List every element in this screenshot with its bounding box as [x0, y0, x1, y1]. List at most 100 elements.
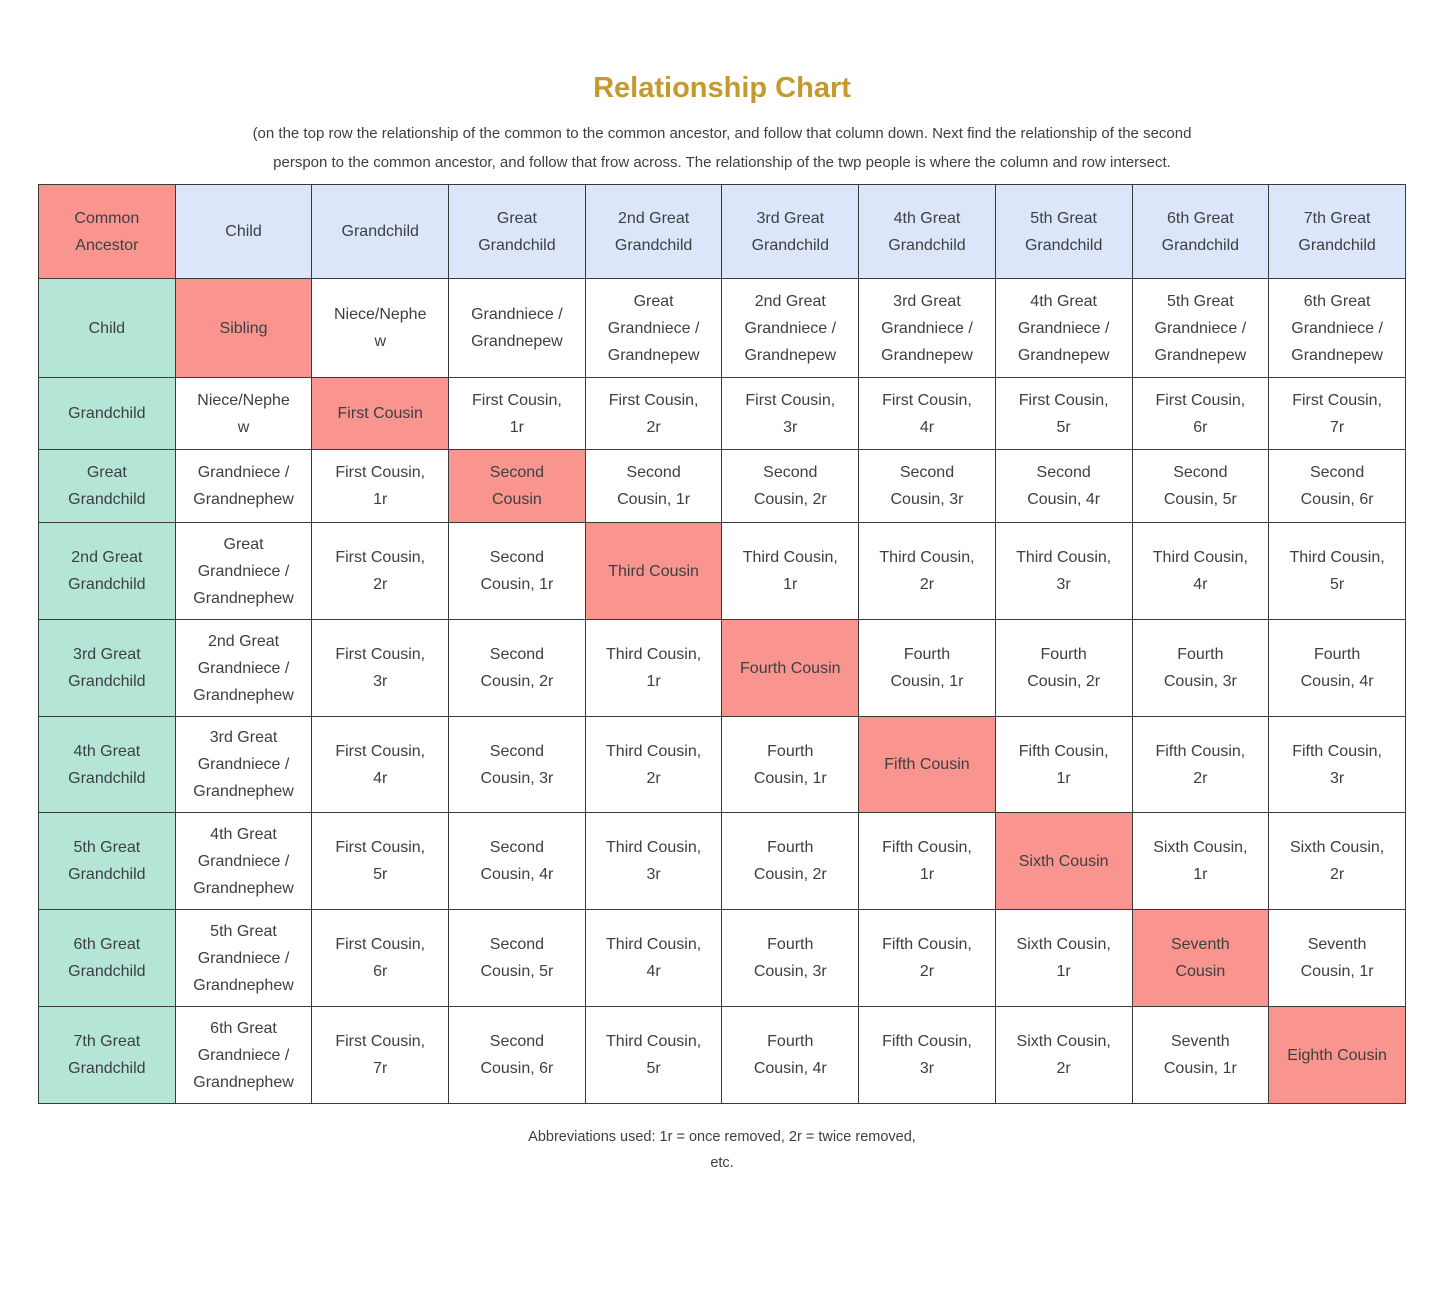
- relationship-cell: Third Cousin, 3r: [584, 812, 723, 910]
- relationship-cell: Fourth Cousin, 1r: [858, 619, 996, 717]
- relationship-cell: Sixth Cousin, 2r: [1268, 812, 1406, 910]
- subtitle: (on the top row the relationship of the …: [252, 125, 1192, 171]
- relationship-cell: Second Cousin, 5r: [1131, 449, 1270, 523]
- column-header-cell: Great Grandchild: [448, 184, 586, 279]
- footer-line-2: etc.: [710, 1155, 734, 1171]
- relationship-cell: Grandniece / Grandnephew: [174, 449, 313, 523]
- relationship-cell: Third Cousin, 3r: [994, 522, 1133, 620]
- relationship-cell: First Cousin, 7r: [311, 1006, 450, 1104]
- relationship-cell: Sixth Cousin, 2r: [994, 1006, 1133, 1104]
- relationship-cell: Third Cousin, 4r: [584, 909, 723, 1007]
- relationship-cell: Fifth Cousin, 3r: [1268, 716, 1406, 813]
- relationship-cell: Sixth Cousin, 1r: [994, 909, 1133, 1007]
- relationship-cell: Second Cousin, 3r: [448, 716, 586, 813]
- relationship-cell: 5th Great Grandniece / Grandnepew: [1131, 278, 1270, 378]
- row-header-cell: 4th Great Grandchild: [38, 716, 176, 813]
- relationship-cell: Seventh Cousin, 1r: [1131, 1006, 1270, 1104]
- relationship-cell: Niece/Nephew: [174, 377, 313, 450]
- relationship-cell: Third Cousin, 1r: [584, 619, 723, 717]
- relationship-cell: 3rd Great Grandniece / Grandnephew: [174, 716, 313, 813]
- row-header-cell: Grandchild: [38, 377, 176, 450]
- self-relationship-cell: Fifth Cousin: [858, 716, 996, 813]
- relationship-cell: First Cousin, 6r: [311, 909, 450, 1007]
- relationship-cell: Second Cousin, 4r: [448, 812, 586, 910]
- corner-header-cell: Common Ancestor: [38, 184, 176, 279]
- self-relationship-cell: Eighth Cousin: [1268, 1006, 1406, 1104]
- relationship-cell: Second Cousin, 6r: [1268, 449, 1406, 523]
- column-header-cell: 4th Great Grandchild: [858, 184, 996, 279]
- column-header-cell: 7th Great Grandchild: [1268, 184, 1406, 279]
- relationship-cell: Fifth Cousin, 1r: [858, 812, 996, 910]
- column-header-cell: 5th Great Grandchild: [994, 184, 1133, 279]
- relationship-cell: Fifth Cousin, 2r: [858, 909, 996, 1007]
- relationship-cell: First Cousin, 5r: [994, 377, 1133, 450]
- relationship-cell: Second Cousin, 2r: [448, 619, 586, 717]
- relationship-cell: Second Cousin, 1r: [448, 522, 586, 620]
- relationship-cell: First Cousin, 5r: [311, 812, 450, 910]
- relationship-cell: Second Cousin, 5r: [448, 909, 586, 1007]
- column-header-cell: Child: [174, 184, 313, 279]
- relationship-cell: 6th Great Grandniece / Grandnephew: [174, 1006, 313, 1104]
- relationship-cell: 2nd Great Grandniece / Grandnephew: [174, 619, 313, 717]
- row-header-cell: 5th Great Grandchild: [38, 812, 176, 910]
- relationship-cell: Second Cousin, 6r: [448, 1006, 586, 1104]
- relationship-cell: Third Cousin, 2r: [858, 522, 996, 620]
- relationship-cell: Fifth Cousin, 2r: [1131, 716, 1270, 813]
- column-header-cell: 2nd Great Grandchild: [584, 184, 723, 279]
- column-header-cell: 6th Great Grandchild: [1131, 184, 1270, 279]
- relationship-table: Common Ancestor Child Grandchild Great Gran…: [38, 184, 1406, 1104]
- relationship-cell: Fourth Cousin, 4r: [721, 1006, 860, 1104]
- row-header-cell: 2nd Great Grandchild: [38, 522, 176, 620]
- row-header-cell: Child: [38, 278, 176, 378]
- relationship-cell: Fourth Cousin, 1r: [721, 716, 860, 813]
- self-relationship-cell: Seventh Cousin: [1131, 909, 1270, 1007]
- page-title: Relationship Chart: [593, 72, 851, 104]
- column-header-cell: Grandchild: [311, 184, 450, 279]
- relationship-cell: Third Cousin, 5r: [1268, 522, 1406, 620]
- relationship-cell: 4th Great Grandniece / Grandnepew: [994, 278, 1133, 378]
- self-relationship-cell: First Cousin: [311, 377, 450, 450]
- row-header-cell: Great Grandchild: [38, 449, 176, 523]
- self-relationship-cell: Fourth Cousin: [721, 619, 860, 717]
- relationship-cell: First Cousin, 3r: [311, 619, 450, 717]
- relationship-cell: 5th Great Grandniece / Grandnephew: [174, 909, 313, 1007]
- relationship-cell: First Cousin, 2r: [584, 377, 723, 450]
- row-header-cell: 6th Great Grandchild: [38, 909, 176, 1007]
- relationship-cell: 4th Great Grandniece / Grandnephew: [174, 812, 313, 910]
- relationship-cell: Fifth Cousin, 3r: [858, 1006, 996, 1104]
- relationship-cell: Fifth Cousin, 1r: [994, 716, 1133, 813]
- relationship-cell: First Cousin, 4r: [858, 377, 996, 450]
- relationship-cell: Sixth Cousin, 1r: [1131, 812, 1270, 910]
- self-relationship-cell: Sixth Cousin: [994, 812, 1133, 910]
- footer-line-1: Abbreviations used: 1r = once removed, 2…: [528, 1129, 916, 1145]
- relationship-cell: Fourth Cousin, 2r: [994, 619, 1133, 717]
- relationship-cell: Grandniece / Grandnepew: [448, 278, 586, 378]
- relationship-cell: Second Cousin, 1r: [584, 449, 723, 523]
- relationship-cell: First Cousin, 2r: [311, 522, 450, 620]
- relationship-cell: Niece/Nephew: [311, 278, 450, 378]
- relationship-cell: Fourth Cousin, 4r: [1268, 619, 1406, 717]
- relationship-cell: First Cousin, 1r: [448, 377, 586, 450]
- relationship-cell: Fourth Cousin, 3r: [721, 909, 860, 1007]
- relationship-cell: Great Grandniece / Grandnephew: [174, 522, 313, 620]
- relationship-cell: 3rd Great Grandniece / Grandnepew: [858, 278, 996, 378]
- relationship-cell: First Cousin, 4r: [311, 716, 450, 813]
- relationship-cell: First Cousin, 6r: [1131, 377, 1270, 450]
- relationship-cell: First Cousin, 3r: [721, 377, 860, 450]
- relationship-cell: Third Cousin, 2r: [584, 716, 723, 813]
- relationship-cell: Seventh Cousin, 1r: [1268, 909, 1406, 1007]
- row-header-cell: 3rd Great Grandchild: [38, 619, 176, 717]
- column-header-cell: 3rd Great Grandchild: [721, 184, 860, 279]
- relationship-cell: Second Cousin, 3r: [858, 449, 996, 523]
- relationship-cell: Fourth Cousin, 3r: [1131, 619, 1270, 717]
- relationship-cell: First Cousin, 1r: [311, 449, 450, 523]
- relationship-cell: Third Cousin, 5r: [584, 1006, 723, 1104]
- self-relationship-cell: Second Cousin: [448, 449, 586, 523]
- relationship-cell: Great Grandniece / Grandnepew: [584, 278, 723, 378]
- relationship-cell: First Cousin, 7r: [1268, 377, 1406, 450]
- row-header-cell: 7th Great Grandchild: [38, 1006, 176, 1104]
- relationship-cell: Fourth Cousin, 2r: [721, 812, 860, 910]
- relationship-cell: Third Cousin, 4r: [1131, 522, 1270, 620]
- footer-note: Abbreviations used: 1r = once removed, 2…: [0, 1124, 1444, 1176]
- relationship-cell: Third Cousin, 1r: [721, 522, 860, 620]
